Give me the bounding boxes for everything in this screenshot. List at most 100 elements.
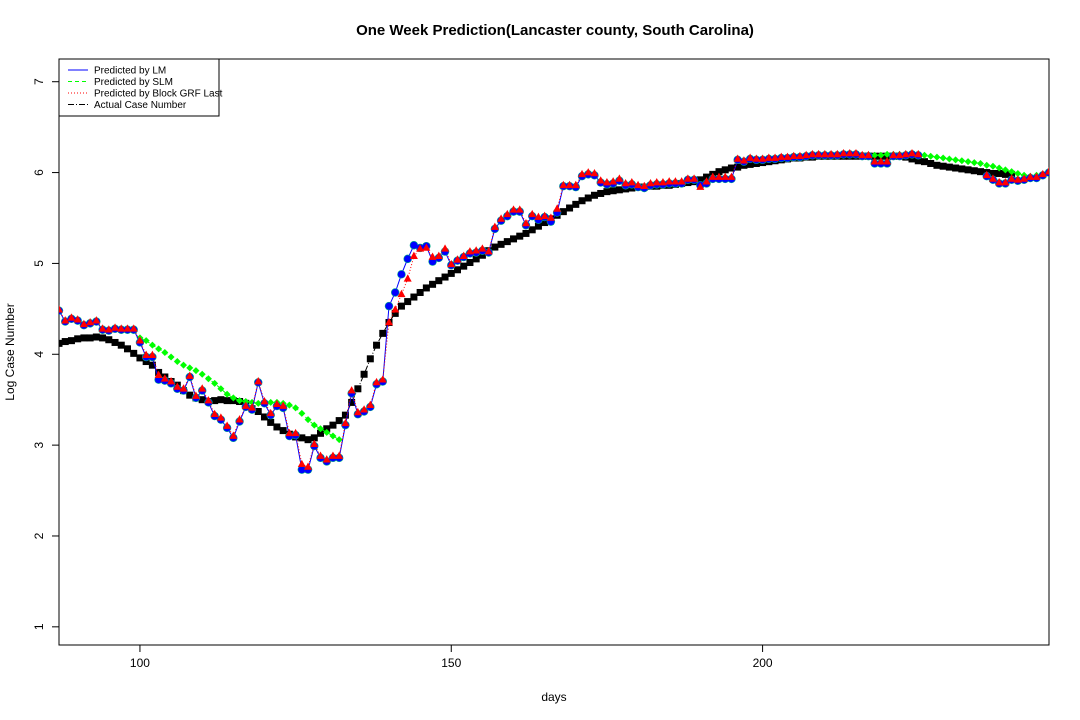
grf-points [59,148,1049,470]
slm-point [186,364,194,372]
grf-point [241,401,250,409]
grf-point [1026,172,1035,180]
grf-point [764,153,773,161]
slm-point [970,159,978,167]
actual-point [497,240,505,248]
slm-point [317,425,325,433]
grf-point [297,459,306,468]
chart-title: One Week Prediction(Lancaster county, So… [356,22,754,39]
grf-point [777,152,786,160]
actual-point [703,173,711,181]
legend-entry-label: Predicted by LM [94,66,166,77]
actual-point [603,188,611,196]
grf-point [216,413,225,421]
grf-point [1007,174,1016,182]
actual-point [977,168,985,176]
grf-point [584,168,593,176]
grf-point [235,415,244,423]
grf-point [621,178,630,187]
grf-point [596,176,605,184]
actual-point [746,160,754,168]
grf-point [640,181,649,189]
grf-point [335,451,344,459]
actual-point [559,208,567,216]
slm-point [335,436,343,444]
slm-point [173,358,181,366]
y-tick-label: 5 [32,260,46,267]
grf-point [291,428,300,437]
actual-point [67,337,75,345]
slm-point [1001,166,1009,174]
actual-point [279,427,287,435]
slm-point [180,361,188,369]
actual-point [939,162,947,170]
legend-box [58,58,220,117]
actual-point [541,219,549,227]
actual-point [952,164,960,172]
grf-point [347,386,356,394]
actual-point [566,204,574,212]
actual-point [86,334,94,342]
grf-point [789,151,798,160]
actual-point [148,361,156,369]
grf-point [895,150,904,159]
grf-point [185,371,194,379]
x-tick-label: 200 [753,656,773,670]
actual-point [721,166,729,174]
grf-point [870,157,879,165]
grf-point [665,177,674,185]
slm-point [167,353,175,361]
slm-point [964,158,972,166]
grf-point [1001,178,1010,186]
grf-point [845,148,854,157]
grf-point [839,148,848,157]
actual-point [373,341,381,349]
actual-point [317,429,325,437]
grf-point [995,178,1004,186]
actual-point [534,222,542,230]
actual-point [416,288,424,296]
grf-point [210,409,219,418]
grf-point [328,451,337,459]
y-tick-label: 2 [32,532,46,539]
actual-point [478,251,486,259]
slm-point [983,161,991,169]
y-tick-label: 7 [32,78,46,85]
slm-point [927,152,935,160]
actual-point [908,155,916,163]
grf-point [814,149,823,158]
grf-point [204,396,213,404]
grf-point [590,168,599,177]
grf-point [484,247,493,255]
actual-point [217,396,225,404]
slm-point [304,416,312,424]
actual-point [111,338,119,346]
grf-point [191,391,200,399]
grf-point [391,305,400,313]
actual-point [360,370,368,378]
actual-point [105,336,113,344]
y-axis-label: Log Case Number [3,303,17,400]
grf-point [534,212,543,220]
actual-point [391,309,399,317]
actual-point [223,397,231,405]
grf-point [67,313,76,321]
grf-point [808,149,817,158]
grf-point [1013,175,1022,183]
grf-point [79,319,88,328]
grf-point [86,317,95,326]
grf-point [559,180,568,189]
y-tick-label: 3 [32,441,46,448]
grf-point [428,252,437,260]
actual-point [578,197,586,205]
grf-point [59,305,63,313]
actual-point [995,169,1003,177]
lm-point [385,302,393,310]
actual-point [491,243,499,251]
x-tick-label: 100 [130,656,150,670]
slm-point [204,375,212,383]
actual-point [933,161,941,169]
grf-point [135,336,144,344]
grf-point [658,178,667,186]
